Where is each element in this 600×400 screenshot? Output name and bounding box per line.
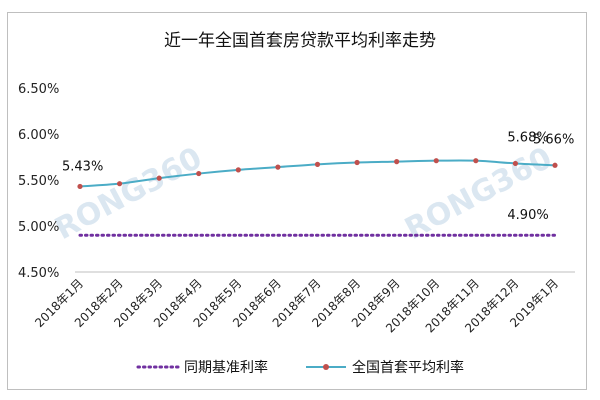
legend-label: 全国首套平均利率 <box>352 359 464 376</box>
data-point <box>116 181 123 187</box>
y-tick-label: 4.50% <box>18 266 59 281</box>
watermark-text: RONG360 <box>399 141 558 247</box>
data-label: 5.68% <box>507 130 548 145</box>
y-tick-label: 5.50% <box>18 174 59 189</box>
watermark-layer: RONG360 RONG360 <box>49 141 558 247</box>
data-label: 4.90% <box>507 208 548 223</box>
data-point <box>552 162 558 168</box>
data-point <box>394 159 400 165</box>
series-layer <box>77 158 558 237</box>
data-label: 5.43% <box>62 159 103 174</box>
y-tick-label: 5.00% <box>18 220 59 235</box>
data-point <box>314 161 321 167</box>
data-point <box>473 158 479 164</box>
data-point <box>156 175 162 181</box>
data-point <box>235 167 241 173</box>
chart-frame <box>7 12 587 390</box>
watermark-text: RONG360 <box>49 141 208 247</box>
legend-label: 同期基准利率 <box>184 359 268 376</box>
chart-title: 近一年全国首套房贷款平均利率走势 <box>164 31 436 51</box>
data-point <box>196 170 202 177</box>
data-point <box>354 159 360 166</box>
data-point <box>275 164 281 170</box>
legend: 同期基准利率 全国首套平均利率 <box>136 359 464 376</box>
y-tick-label: 6.50% <box>18 82 59 97</box>
data-labels: 5.43% 5.68%5.66% 4.90% <box>62 130 574 223</box>
y-tick-label: 6.00% <box>18 128 59 143</box>
data-point <box>512 160 519 167</box>
data-label: 5.66% <box>533 132 574 147</box>
legend-marker <box>323 364 329 370</box>
data-point <box>77 183 83 190</box>
data-point <box>433 158 439 164</box>
